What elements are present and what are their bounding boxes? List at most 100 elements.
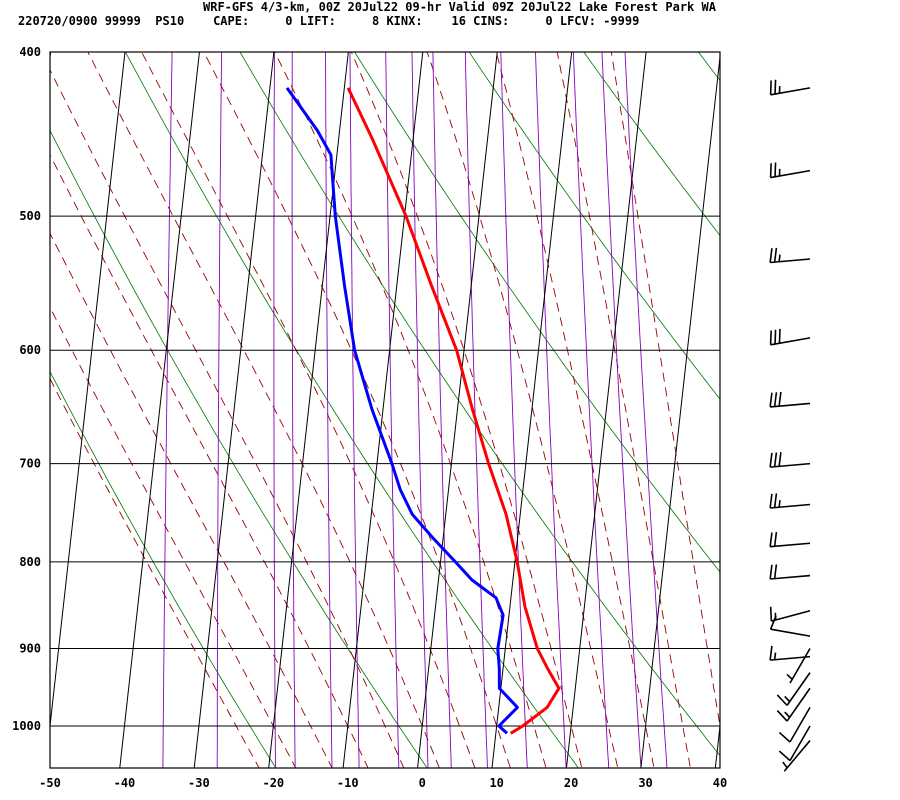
wind-barb: [769, 493, 811, 509]
pressure-tick-label: 700: [19, 457, 41, 471]
pressure-tick-label: 400: [19, 45, 41, 59]
moist-adiabat: [426, 52, 619, 768]
barb-staff: [786, 687, 811, 722]
wind-barb: [769, 452, 811, 468]
wind-barb: [769, 564, 811, 580]
barb-staff: [770, 503, 811, 509]
barb-staff: [789, 648, 811, 684]
barb-flag: [769, 493, 773, 509]
barb-flag: [773, 532, 778, 547]
moist-adiabat: [50, 377, 260, 768]
barb-half-flag: [784, 711, 791, 718]
barb-flag: [776, 710, 788, 722]
moist-adiabat: [141, 52, 476, 768]
barb-flag: [773, 493, 778, 508]
wind-barbs: [769, 79, 811, 772]
barb-staff: [789, 725, 811, 762]
barb-flag: [778, 391, 782, 407]
mixing-ratio-line: [273, 52, 276, 768]
wind-barb: [769, 162, 811, 179]
barb-staff: [770, 574, 811, 580]
moist-adiabat: [50, 153, 369, 768]
barb-flag: [769, 645, 773, 661]
barb-staff: [786, 672, 811, 706]
dry-adiabat: [239, 52, 720, 757]
moist-adiabat: [50, 68, 405, 768]
x-tick-label: 30: [638, 776, 652, 790]
barb-flag: [769, 615, 777, 630]
wind-barb: [769, 328, 811, 346]
barb-staff: [770, 258, 811, 264]
dry-adiabat: [783, 14, 900, 796]
isotherm-line: [268, 52, 349, 768]
moist-adiabat: [274, 52, 547, 768]
wind-barb: [786, 648, 811, 684]
barb-flag: [769, 606, 773, 622]
x-tick-label: -10: [337, 776, 359, 790]
barb-half-flag: [784, 695, 791, 703]
barb-staff: [789, 706, 811, 743]
barb-flag: [769, 532, 773, 547]
barb-flag: [769, 163, 772, 178]
barb-flag: [769, 564, 773, 580]
moist-adiabat: [87, 52, 440, 768]
barb-flag: [778, 731, 791, 743]
wind-barb: [769, 247, 811, 264]
barb-flag: [773, 247, 778, 263]
moist-adiabat: [50, 306, 297, 768]
mixing-ratio-line: [349, 52, 360, 768]
dry-adiabat: [124, 52, 579, 768]
isotherm-line: [417, 52, 498, 768]
pressure-tick-label: 1000: [12, 719, 41, 733]
barb-flag: [769, 452, 773, 468]
x-tick-label: -30: [188, 776, 210, 790]
pressure-tick-label: 800: [19, 555, 41, 569]
x-tick-label: 0: [419, 776, 426, 790]
pressure-tick-label: 900: [19, 641, 41, 655]
wind-barb: [778, 725, 811, 762]
background-lines: [50, 14, 900, 796]
barb-half-flag: [778, 254, 781, 262]
dry-adiabat: [354, 52, 720, 573]
moist-adiabat: [350, 52, 583, 768]
axis-labels: -50 -40 -30 -20 -10 0 10 20 30 40 400 500 600 700 800 9…: [12, 45, 727, 790]
moist-adiabat: [495, 52, 655, 768]
x-tick-label: -50: [39, 776, 61, 790]
x-tick-label: -40: [114, 776, 136, 790]
x-tick-label: 20: [564, 776, 578, 790]
dewpoint-profile: [285, 87, 519, 735]
sounding-profiles: [285, 87, 561, 735]
x-tick-label: 10: [489, 776, 503, 790]
barb-staff: [770, 462, 811, 468]
wind-barb: [776, 672, 811, 706]
pressure-tick-label: 500: [19, 209, 41, 223]
wind-barb: [776, 687, 811, 722]
isotherm-line: [119, 52, 200, 768]
barb-staff: [770, 628, 811, 637]
mixing-ratio-line: [291, 52, 296, 768]
barb-half-flag: [773, 652, 777, 660]
barb-staff: [783, 740, 811, 772]
barb-half-flag: [782, 761, 788, 769]
barb-staff: [770, 542, 811, 548]
isotherm-line: [50, 52, 126, 731]
wind-barb: [769, 615, 811, 637]
dry-adiabat: [896, 14, 900, 796]
wind-barb: [769, 391, 811, 408]
plot-grid: [49, 51, 721, 769]
barb-staff: [770, 655, 811, 661]
barb-flag: [774, 162, 777, 177]
wind-barb: [769, 79, 811, 96]
barb-flag: [769, 330, 772, 345]
mixing-ratio-line: [162, 52, 173, 768]
barb-staff: [770, 169, 811, 179]
chart-title: WRF-GFS 4/3-km, 00Z 20Jul22 09-hr Valid …: [203, 0, 716, 14]
wind-barb: [769, 606, 811, 622]
moist-adiabat: [610, 52, 720, 729]
dry-adiabat: [50, 129, 428, 768]
wind-barb: [769, 532, 811, 548]
barb-flag: [776, 694, 788, 706]
barb-flag: [773, 452, 778, 467]
dry-adiabat: [583, 52, 720, 237]
